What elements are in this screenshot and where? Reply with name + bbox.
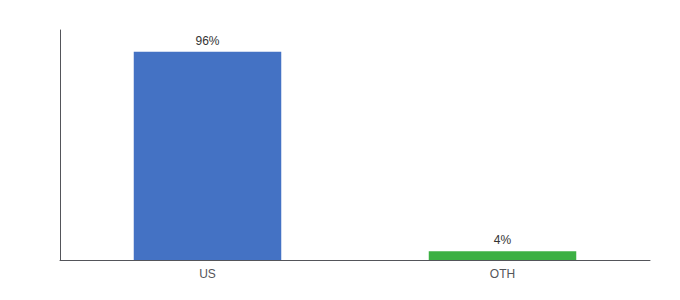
svg-text:US: US [199, 267, 216, 281]
svg-text:4%: 4% [494, 233, 512, 247]
svg-text:96%: 96% [195, 34, 219, 48]
svg-text:OTH: OTH [490, 267, 515, 281]
